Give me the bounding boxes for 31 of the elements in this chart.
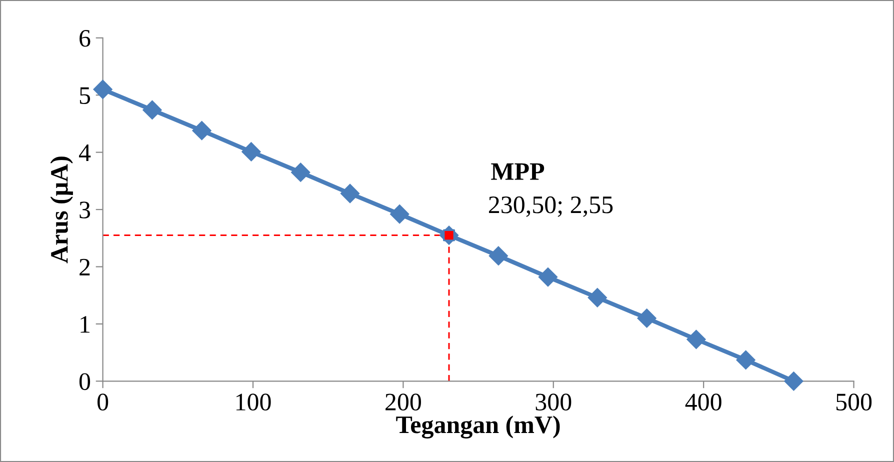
y-tick-label: 1 — [80, 316, 90, 333]
x-tick-label: 0 — [98, 394, 108, 411]
x-tick-label: 300 — [536, 394, 572, 411]
annotation: MPP — [491, 163, 544, 180]
point — [588, 288, 607, 308]
point — [340, 184, 360, 204]
point — [93, 80, 112, 99]
annotation: 230,50; 2,55 — [488, 196, 613, 217]
x-tick-label: 200 — [386, 394, 421, 411]
y-axis-title: Arus (μA) — [50, 156, 73, 264]
point — [192, 121, 212, 140]
point — [637, 308, 656, 328]
x-axis-title: Tegangan (mV) — [396, 416, 560, 438]
y-tick-label: 4 — [78, 144, 91, 161]
point — [736, 350, 756, 370]
point — [686, 330, 706, 349]
point — [538, 267, 558, 287]
y-tick-label: 2 — [80, 258, 90, 276]
point — [488, 246, 508, 266]
y-tick-label: 6 — [80, 30, 90, 47]
y-tick-label: 3 — [80, 202, 90, 218]
point — [291, 162, 310, 182]
y-tick-label: 5 — [80, 87, 90, 104]
point — [242, 142, 261, 162]
y-tick-label: 0 — [79, 373, 90, 390]
x-tick-label: 100 — [236, 394, 271, 411]
point — [390, 204, 410, 224]
x-tick-label: 400 — [685, 394, 722, 411]
point — [784, 372, 804, 391]
x-tick-label: 500 — [836, 394, 872, 411]
point — [142, 100, 162, 120]
